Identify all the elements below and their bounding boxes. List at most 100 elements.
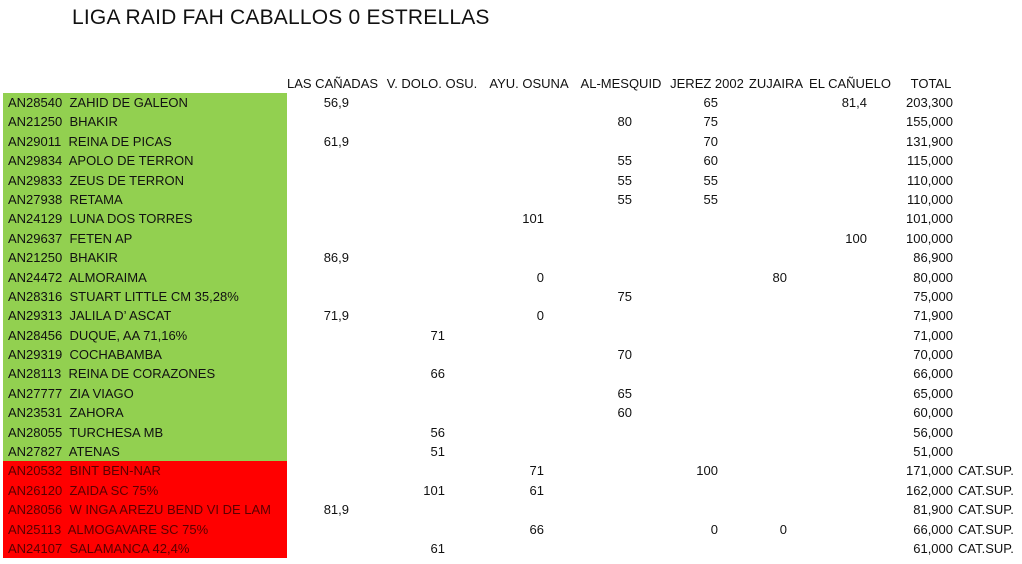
category-note	[958, 326, 1022, 345]
horse-name: ZIA VIAGO	[69, 385, 134, 401]
score-jerez-2002	[668, 345, 718, 364]
horse-name: RETAMA	[69, 191, 123, 207]
score-v-dolo-osu: 61	[430, 540, 445, 556]
horse-name-cell: AN28055 TURCHESA MB	[3, 422, 287, 443]
score-zujaira	[745, 481, 787, 500]
horse-name-cell: AN28056 W INGA AREZU BEND VI DE LAM	[3, 500, 287, 520]
score-al-mesquid: 55	[617, 172, 632, 188]
category-note	[958, 403, 1022, 422]
score-las-canadas	[287, 190, 349, 209]
score-zujaira	[745, 500, 787, 519]
score-jerez-2002	[668, 364, 718, 383]
score-zujaira	[745, 171, 787, 190]
score-ayu-osuna: 61	[529, 482, 544, 498]
table-body: AN28540 ZAHID DE GALEON 56,9 65 81,4 203,300…	[0, 93, 1022, 559]
score-zujaira	[745, 345, 787, 364]
score-al-mesquid	[574, 423, 632, 442]
score-el-canuelo	[808, 423, 867, 442]
score-jerez-2002: 55	[703, 191, 718, 207]
score-las-canadas	[287, 520, 349, 539]
score-las-canadas	[287, 461, 349, 480]
score-el-canuelo	[808, 248, 867, 267]
score-las-canadas	[287, 287, 349, 306]
score-zujaira	[745, 306, 787, 325]
category-note: CAT.SUP.	[958, 521, 1014, 537]
horse-name-cell: AN29011 REINA DE PICAS	[3, 131, 287, 152]
table-row: AN24472 ALMORAIMA 0 80 80,000	[0, 267, 1022, 287]
score-zujaira	[745, 461, 787, 480]
score-ayu-osuna	[480, 93, 544, 112]
horse-name-cell: AN29313 JALILA D’ ASCAT	[3, 306, 287, 326]
header-zujaira: ZUJAIRA	[748, 76, 804, 91]
category-note	[958, 93, 1022, 112]
score-al-mesquid	[574, 229, 632, 248]
table-row: AN25113 ALMOGAVARE SC 75% 66 0 0 66,000 CAT.S…	[0, 519, 1022, 539]
horse-code: AN25113	[8, 521, 62, 537]
score-al-mesquid	[574, 268, 632, 287]
score-el-canuelo	[808, 151, 867, 170]
table-row: AN29833 ZEUS DE TERRON 55 55 110,000	[0, 170, 1022, 190]
ranking-table: LAS CAÑADAS V. DOLO. OSU. AYU. OSUNA AL-…	[0, 74, 1022, 559]
score-v-dolo-osu	[380, 171, 445, 190]
horse-code: AN29319	[8, 347, 63, 363]
score-zujaira	[745, 423, 787, 442]
score-ayu-osuna	[480, 364, 544, 383]
score-zujaira: 80	[772, 269, 787, 285]
horse-name: APOLO DE TERRON	[68, 153, 194, 169]
score-al-mesquid	[574, 500, 632, 519]
score-zujaira	[745, 190, 787, 209]
score-las-canadas	[287, 442, 349, 461]
score-jerez-2002	[668, 209, 718, 228]
horse-name-cell: AN27938 RETAMA	[3, 189, 287, 210]
score-las-canadas	[287, 345, 349, 364]
score-al-mesquid	[574, 132, 632, 151]
score-ayu-osuna	[480, 248, 544, 267]
horse-name: TURCHESA MB	[69, 424, 164, 440]
score-jerez-2002	[668, 248, 718, 267]
score-las-canadas: 56,9	[323, 95, 349, 110]
table-row: AN29834 APOLO DE TERRON 55 60 115,000	[0, 151, 1022, 171]
horse-name-cell: AN21250 BHAKIR	[3, 112, 287, 132]
score-el-canuelo	[808, 481, 867, 500]
table-row: AN29319 COCHABAMBA 70 70,000	[0, 345, 1022, 365]
score-el-canuelo	[808, 287, 867, 306]
table-row: AN29313 JALILA D’ ASCAT 71,9 0 71,900	[0, 306, 1022, 326]
score-ayu-osuna: 71	[529, 463, 544, 479]
category-note: CAT.SUP.	[958, 502, 1014, 518]
score-ayu-osuna	[480, 500, 544, 519]
page-title: LIGA RAID FAH CABALLOS 0 ESTRELLAS	[72, 6, 490, 29]
total-cell: 131,900	[906, 133, 953, 149]
score-v-dolo-osu	[380, 209, 445, 228]
score-v-dolo-osu	[380, 500, 445, 519]
score-jerez-2002	[668, 423, 718, 442]
total-cell: 171,000	[906, 463, 953, 479]
horse-name: BHAKIR	[69, 114, 118, 130]
score-zujaira	[745, 93, 787, 112]
horse-name: COCHABAMBA	[69, 347, 162, 363]
table-row: AN28456 DUQUE, AA 71,16% 71 71,000	[0, 325, 1022, 346]
horse-name-cell: AN29319 COCHABAMBA	[3, 345, 287, 365]
horse-name-cell: AN21250 BHAKIR	[3, 248, 287, 268]
horse-code: AN23531	[8, 405, 63, 421]
score-al-mesquid	[574, 93, 632, 112]
horse-code: AN29313	[8, 308, 63, 324]
score-v-dolo-osu	[380, 229, 445, 248]
score-jerez-2002	[668, 539, 718, 558]
score-v-dolo-osu: 56	[430, 424, 445, 440]
score-las-canadas	[287, 364, 349, 383]
total-cell: 86,900	[913, 250, 953, 266]
score-al-mesquid: 55	[617, 153, 632, 169]
score-el-canuelo	[808, 364, 867, 383]
horse-name: ATENAS	[68, 444, 120, 460]
header-ayu-osuna: AYU. OSUNA	[489, 76, 569, 91]
score-v-dolo-osu	[380, 268, 445, 287]
score-las-canadas: 81,9	[323, 502, 349, 518]
total-cell: 66,000	[913, 366, 953, 382]
horse-code: AN29834	[8, 153, 63, 169]
score-al-mesquid	[574, 306, 632, 325]
horse-name: ZAIDA SC 75%	[69, 482, 159, 498]
score-zujaira	[745, 539, 787, 558]
score-ayu-osuna	[480, 539, 544, 558]
horse-code: AN28056	[8, 502, 63, 518]
total-cell: 71,900	[913, 308, 953, 324]
